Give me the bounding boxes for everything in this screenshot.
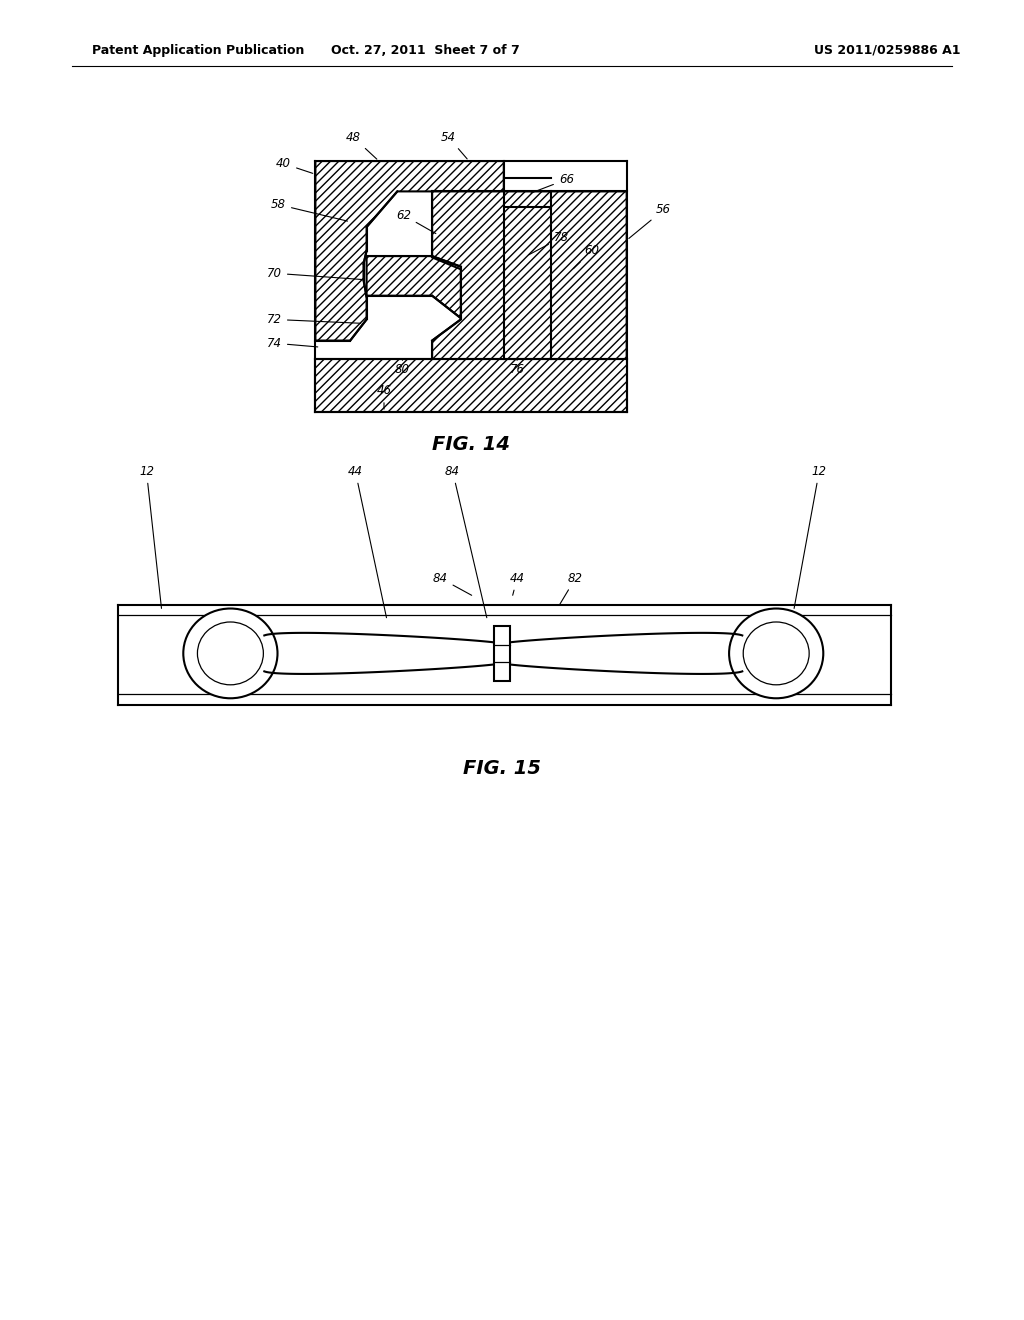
- Text: 72: 72: [267, 313, 360, 326]
- Text: 46: 46: [377, 384, 391, 409]
- Text: FIG. 15: FIG. 15: [463, 759, 541, 777]
- Polygon shape: [432, 191, 627, 359]
- Text: 78: 78: [528, 231, 568, 255]
- Text: 56: 56: [629, 203, 671, 239]
- Text: US 2011/0259886 A1: US 2011/0259886 A1: [814, 44, 961, 57]
- Text: 80: 80: [395, 359, 410, 376]
- Text: 48: 48: [346, 131, 377, 160]
- Text: 66: 66: [531, 173, 573, 193]
- Polygon shape: [315, 359, 627, 412]
- Text: 12: 12: [794, 465, 826, 609]
- Text: 44: 44: [510, 572, 524, 595]
- Text: 54: 54: [441, 131, 467, 158]
- Ellipse shape: [729, 609, 823, 698]
- Text: 44: 44: [348, 465, 386, 618]
- Text: Oct. 27, 2011  Sheet 7 of 7: Oct. 27, 2011 Sheet 7 of 7: [331, 44, 519, 57]
- Bar: [494, 626, 510, 681]
- Text: 84: 84: [445, 465, 486, 618]
- Text: 76: 76: [510, 359, 524, 376]
- Text: 12: 12: [139, 465, 162, 609]
- Text: 70: 70: [267, 267, 364, 280]
- Text: 84: 84: [433, 572, 472, 595]
- Ellipse shape: [183, 609, 278, 698]
- Text: 40: 40: [276, 157, 312, 173]
- Text: FIG. 14: FIG. 14: [432, 436, 510, 454]
- Text: Patent Application Publication: Patent Application Publication: [92, 44, 304, 57]
- Polygon shape: [315, 161, 504, 341]
- Text: 74: 74: [267, 337, 317, 350]
- Ellipse shape: [198, 622, 263, 685]
- Text: 58: 58: [271, 198, 347, 222]
- Ellipse shape: [743, 622, 809, 685]
- Polygon shape: [367, 256, 461, 318]
- Text: 82: 82: [559, 572, 583, 605]
- Text: 62: 62: [396, 209, 436, 234]
- Text: 60: 60: [573, 244, 599, 269]
